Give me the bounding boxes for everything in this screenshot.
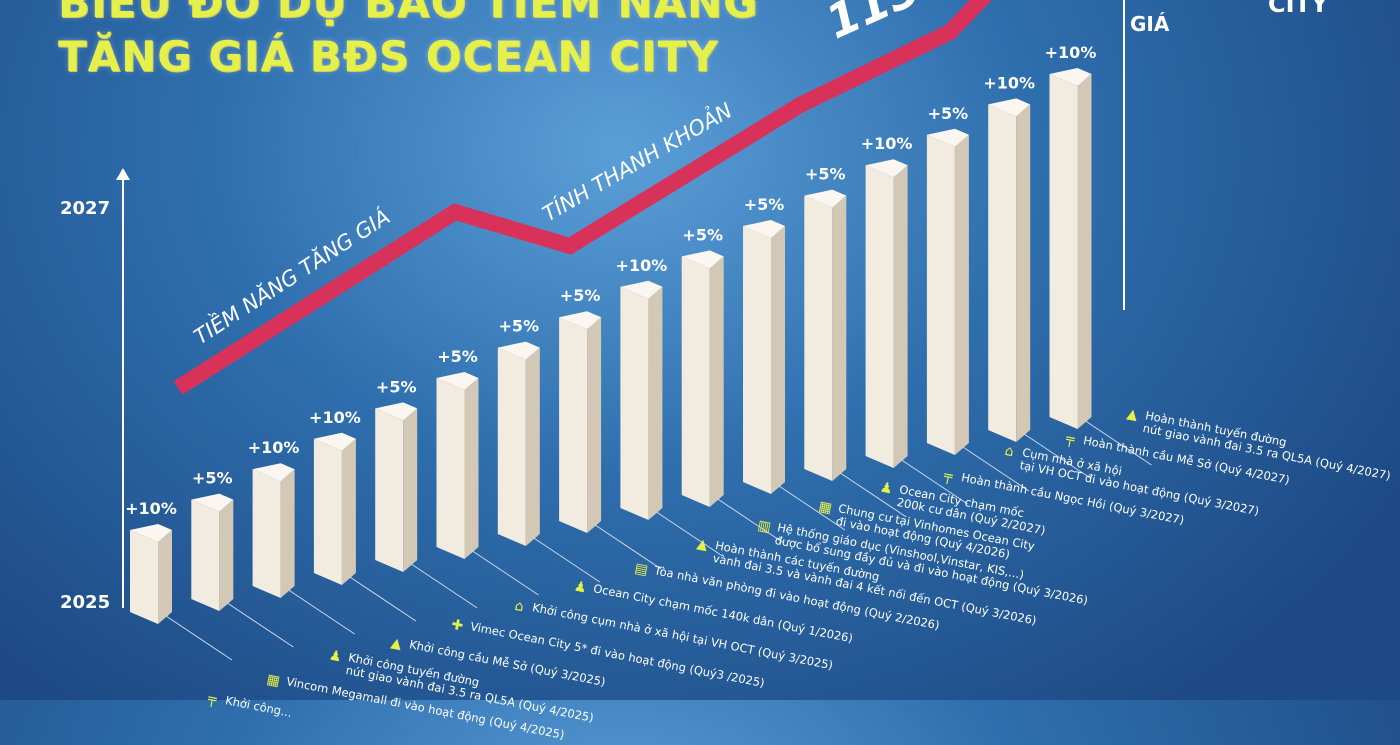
bar-value-label: +10% bbox=[248, 438, 300, 457]
bar-value-label: +5% bbox=[437, 347, 478, 366]
bar bbox=[1049, 68, 1152, 466]
brand-logo-text: CITY bbox=[1268, 0, 1329, 18]
bar bbox=[620, 280, 723, 557]
y-axis-label-bottom: 2025 bbox=[60, 592, 111, 613]
bar-value-label: +5% bbox=[560, 286, 601, 305]
road-icon: ▲ bbox=[389, 634, 404, 653]
house-icon: ⌂ bbox=[512, 597, 525, 616]
house-icon: ⌂ bbox=[1003, 443, 1016, 461]
road-icon: ▲ bbox=[1124, 405, 1139, 424]
bar bbox=[375, 402, 478, 609]
bridge-icon: ╤ bbox=[1064, 430, 1077, 448]
price-axis-line bbox=[1123, 0, 1125, 310]
bar bbox=[681, 250, 784, 544]
bar bbox=[743, 220, 846, 531]
bar-value-label: +10% bbox=[309, 408, 361, 427]
bar-value-label: +5% bbox=[928, 104, 969, 123]
bar bbox=[926, 128, 1030, 492]
bar-value-label: +5% bbox=[499, 317, 540, 336]
price-axis-label: GIÁ bbox=[1130, 12, 1170, 36]
road-icon: ▲ bbox=[695, 535, 710, 554]
bar-value-label: +10% bbox=[861, 134, 913, 153]
bar bbox=[436, 372, 539, 596]
bar bbox=[988, 98, 1091, 479]
people-icon: ♟ bbox=[878, 479, 895, 499]
chart-title-line2: TĂNG GIÁ BĐS OCEAN CITY bbox=[58, 32, 719, 81]
school-icon: ▥ bbox=[755, 517, 773, 536]
y-axis-line bbox=[122, 178, 124, 608]
people-icon: ♟ bbox=[327, 647, 343, 666]
chart-title-line1: BIỂU ĐỒ DỰ BÁO TIỀM NĂNG bbox=[58, 0, 759, 27]
bar-value-label: +5% bbox=[192, 469, 233, 488]
building-icon: ▦ bbox=[817, 498, 834, 517]
office-icon: ▤ bbox=[633, 560, 650, 579]
trend-ribbon bbox=[173, 0, 992, 395]
bar bbox=[804, 189, 907, 518]
bar bbox=[497, 341, 601, 583]
bridge-icon: ╤ bbox=[942, 467, 954, 486]
bar bbox=[559, 311, 662, 570]
bar bbox=[865, 159, 968, 505]
bar-value-label: +5% bbox=[805, 165, 846, 184]
bar bbox=[252, 463, 355, 635]
bar bbox=[130, 524, 233, 661]
bar-value-label: +10% bbox=[616, 256, 668, 275]
bar bbox=[313, 432, 417, 622]
bar-value-label: +5% bbox=[682, 225, 723, 244]
bar-value-label: +10% bbox=[125, 499, 177, 518]
bar-value-label: +5% bbox=[376, 377, 417, 396]
y-axis-label-top: 2027 bbox=[60, 198, 111, 219]
hospital-icon: ✚ bbox=[450, 616, 465, 635]
bar-value-label: +10% bbox=[983, 73, 1035, 92]
bar-value-label: +10% bbox=[1045, 43, 1097, 62]
bar bbox=[191, 493, 294, 648]
y-axis-arrow bbox=[116, 168, 130, 180]
bar-value-label: +5% bbox=[744, 195, 785, 214]
